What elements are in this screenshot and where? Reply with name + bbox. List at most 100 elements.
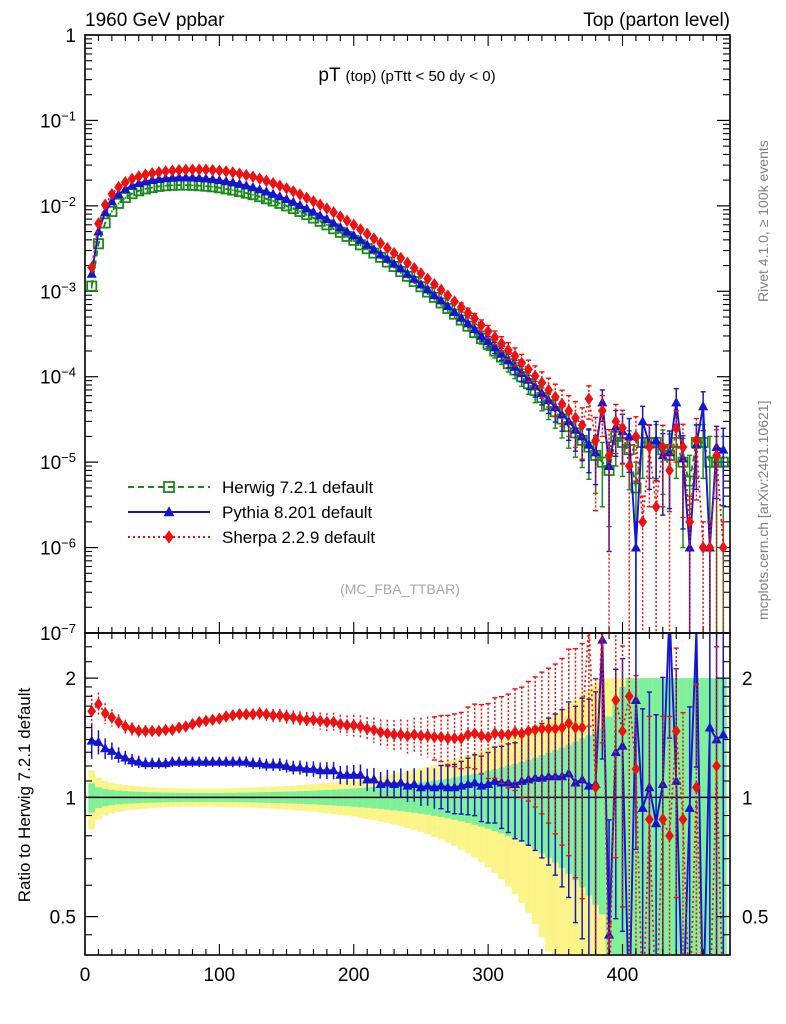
marker-filled-diamond (530, 723, 540, 737)
marker-filled-triangle (167, 756, 178, 766)
marker-filled-diamond (120, 720, 130, 733)
marker-filled-triangle (489, 342, 500, 352)
marker-filled-diamond (389, 246, 399, 260)
marker-filled-diamond (631, 430, 641, 443)
marker-filled-triangle (436, 780, 447, 790)
marker-filled-triangle (563, 768, 574, 778)
marker-filled-triangle (637, 802, 648, 812)
marker-filled-triangle (469, 777, 480, 787)
marker-filled-triangle (187, 172, 198, 182)
marker-filled-diamond (248, 170, 258, 183)
marker-filled-triangle (570, 424, 581, 434)
ratio-y-tick-label: 2 (65, 669, 76, 690)
marker-filled-diamond (208, 163, 218, 177)
marker-filled-triangle (348, 769, 359, 779)
marker-filled-diamond (94, 217, 103, 230)
marker-filled-diamond (309, 195, 318, 208)
marker-filled-triangle (288, 196, 299, 206)
marker-filled-triangle (375, 249, 386, 259)
ratio-series-2 (87, 634, 728, 1021)
marker-filled-diamond (201, 714, 211, 728)
marker-filled-diamond (712, 759, 721, 773)
marker-filled-triangle (644, 782, 655, 792)
marker-filled-diamond (524, 724, 533, 738)
marker-filled-diamond (134, 170, 144, 183)
marker-filled-diamond (114, 180, 123, 194)
marker-filled-diamond (164, 530, 174, 544)
marker-filled-triangle (308, 206, 319, 216)
marker-filled-diamond (719, 1009, 728, 1021)
marker-filled-diamond (268, 177, 278, 190)
marker-filled-diamond (315, 198, 325, 211)
marker-filled-triangle (698, 401, 709, 411)
marker-filled-diamond (456, 732, 466, 745)
marker-filled-triangle (207, 756, 218, 766)
marker-filled-diamond (658, 813, 668, 826)
main-series-2 (86, 172, 729, 632)
marker-filled-diamond (376, 726, 385, 739)
marker-filled-triangle (335, 222, 346, 232)
marker-filled-diamond (638, 1009, 647, 1021)
marker-filled-triangle (503, 777, 514, 787)
marker-filled-triangle (281, 760, 292, 770)
ratio-y-tick-label-right: 0.5 (742, 908, 768, 929)
marker-filled-diamond (605, 1009, 614, 1021)
marker-filled-diamond (349, 719, 359, 732)
marker-filled-triangle (281, 193, 292, 204)
marker-filled-triangle (147, 757, 158, 768)
marker-filled-diamond (456, 301, 466, 314)
ratio-y-tick-label: 0.5 (50, 908, 76, 929)
marker-filled-triangle (630, 542, 641, 552)
x-tick-label: 0 (80, 965, 91, 986)
marker-filled-triangle (93, 226, 104, 236)
marker-filled-triangle (341, 769, 353, 779)
marker-filled-diamond (87, 705, 97, 718)
marker-filled-diamond (470, 312, 480, 325)
marker-filled-triangle (221, 175, 232, 186)
marker-filled-triangle (180, 756, 191, 766)
marker-filled-diamond (430, 278, 439, 291)
marker-filled-diamond (235, 708, 244, 721)
marker-filled-diamond (114, 715, 123, 729)
marker-filled-triangle (113, 188, 124, 199)
y-tick-label: 10−2 (40, 193, 76, 218)
marker-filled-triangle (489, 775, 500, 785)
marker-filled-triangle (321, 213, 332, 224)
marker-filled-triangle (678, 1010, 688, 1019)
marker-filled-diamond (235, 167, 244, 180)
marker-filled-diamond (248, 708, 258, 721)
marker-filled-diamond (624, 690, 634, 703)
marker-filled-diamond (94, 697, 103, 711)
marker-filled-triangle (133, 756, 144, 766)
marker-filled-diamond (221, 710, 231, 723)
marker-filled-diamond (141, 724, 150, 738)
marker-filled-triangle (476, 330, 487, 340)
marker-filled-diamond (356, 720, 365, 733)
marker-filled-diamond (241, 708, 251, 721)
marker-filled-diamond (678, 813, 688, 826)
legend-entry (128, 506, 210, 517)
marker-filled-diamond (127, 172, 137, 186)
marker-filled-triangle (422, 780, 433, 790)
marker-filled-diamond (597, 404, 607, 417)
marker-filled-diamond (497, 337, 506, 350)
marker-filled-diamond (302, 191, 312, 205)
marker-filled-triangle (355, 769, 366, 779)
marker-filled-diamond (369, 232, 379, 245)
marker-filled-diamond (228, 709, 238, 722)
marker-filled-diamond (564, 716, 574, 730)
marker-filled-triangle (294, 762, 306, 772)
y-tick-label: 10−6 (40, 535, 76, 560)
marker-filled-triangle (651, 435, 662, 445)
marker-filled-diamond (396, 251, 406, 265)
ratio-y-tick-label-right: 2 (742, 669, 753, 690)
marker-filled-triangle (630, 694, 641, 705)
marker-filled-diamond (188, 718, 197, 731)
y-tick-label: 10−1 (40, 108, 76, 133)
marker-filled-triangle (234, 756, 245, 766)
marker-filled-diamond (141, 168, 150, 181)
marker-filled-diamond (698, 541, 708, 554)
header-left-text: 1960 GeV ppbar (85, 10, 225, 31)
x-tick-label: 300 (472, 965, 504, 986)
marker-filled-triangle (187, 756, 198, 766)
